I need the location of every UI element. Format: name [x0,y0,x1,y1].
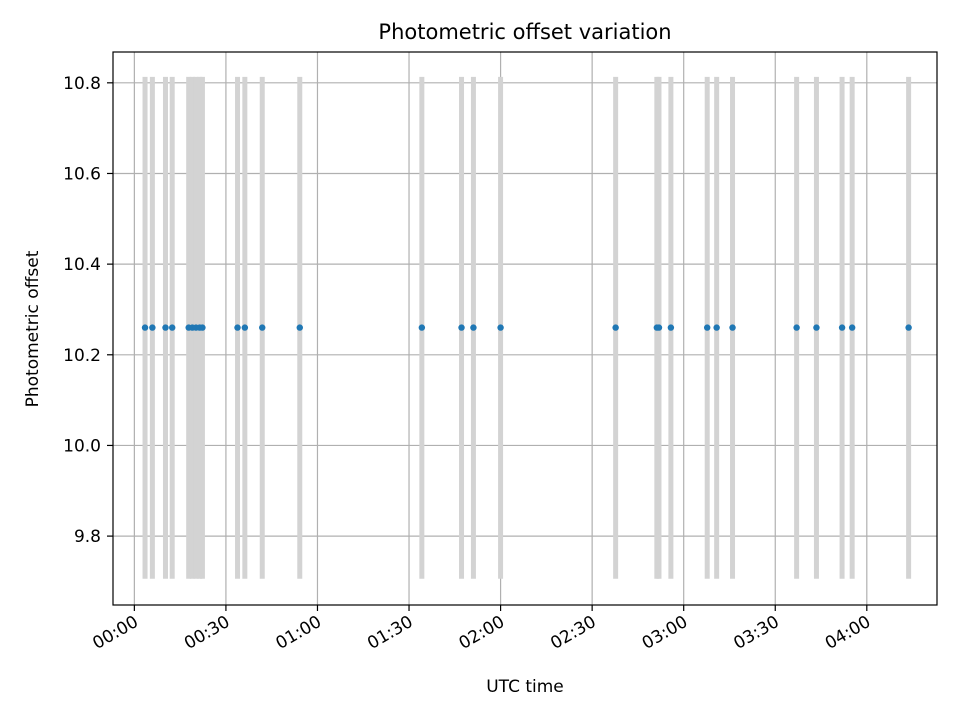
y-tick-label: 10.0 [63,436,101,456]
y-axis-label: Photometric offset [23,250,43,407]
data-point [169,324,176,331]
data-point [259,324,266,331]
data-point [458,324,465,331]
y-tick-label: 10.8 [63,74,101,94]
data-point [655,324,663,331]
data-point [703,324,711,331]
data-point [612,324,619,331]
data-point [848,324,856,331]
data-point [497,324,504,331]
chart-title: Photometric offset variation [378,20,671,44]
data-point [713,324,720,331]
data-point [234,324,241,331]
y-tick-label: 10.2 [63,346,101,366]
data-point [905,324,912,331]
x-axis-label: UTC time [486,677,564,697]
axes-frame [112,51,938,606]
data-point [729,324,736,331]
data-point [149,324,156,331]
y-tick-label: 9.8 [74,527,101,547]
data-point [470,324,477,331]
data-point [813,324,820,331]
data-point [418,324,426,331]
data-point [667,324,675,331]
data-point [296,324,303,331]
data-point [199,324,206,331]
grid [113,52,937,605]
data-points [141,324,912,331]
data-point [838,324,846,331]
data-point [141,324,149,331]
data-point [793,324,800,331]
y-tick-label: 10.4 [63,255,101,275]
y-tick-label: 10.6 [63,164,101,184]
data-point [162,324,169,331]
data-point [241,324,249,331]
